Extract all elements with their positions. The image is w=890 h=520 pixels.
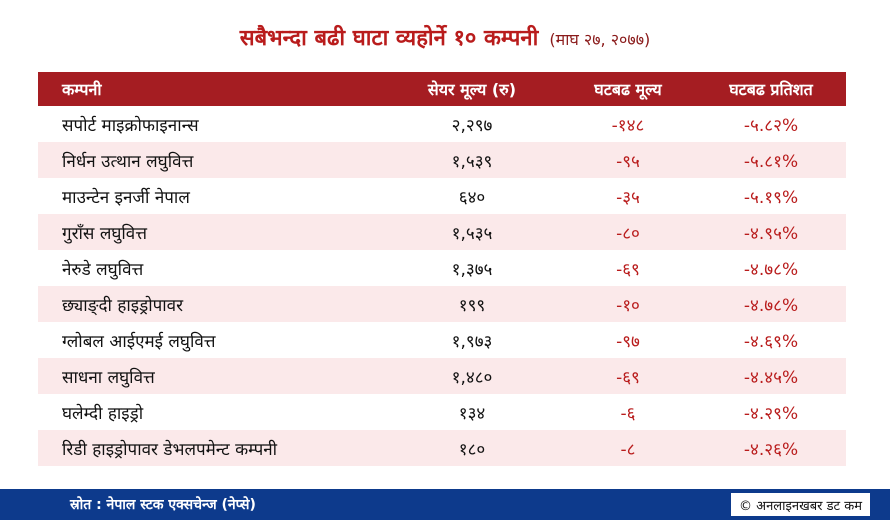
share-price: १,४८०: [451, 367, 493, 388]
company-name: साधना लघुवित्त: [62, 367, 155, 388]
share-price: १,५३९: [451, 151, 493, 172]
price-change: -१०: [616, 295, 640, 316]
table-row: रिडी हाइड्रोपावर डेभलपमेन्ट कम्पनी १८० -…: [38, 430, 846, 466]
header-company: कम्पनी: [62, 80, 102, 99]
share-price: ६४०: [458, 187, 486, 208]
share-price: १३४: [458, 403, 486, 424]
company-name: रिडी हाइड्रोपावर डेभलपमेन्ट कम्पनी: [62, 439, 278, 460]
share-price: २,२९७: [451, 115, 493, 136]
price-change: -३५: [616, 187, 640, 208]
table-row: छ्याङ्दी हाइड्रोपावर १९९ -१० -४.७८%: [38, 286, 846, 322]
header-percent: घटबढ प्रतिशत: [729, 80, 813, 99]
header-change: घटबढ मूल्य: [594, 80, 662, 99]
table-row: घलेम्दी हाइड्रो १३४ -६ -४.२९%: [38, 394, 846, 430]
percent-change: -४.६९%: [743, 331, 799, 352]
percent-change: -४.२९%: [743, 403, 799, 424]
footer-bar: स्रोत : नेपाल स्टक एक्सचेन्ज (नेप्से) © …: [0, 489, 890, 520]
price-change: -६९: [616, 259, 640, 280]
table-row: ग्लोबल आईएमई लघुवित्त १,९७३ -९७ -४.६९%: [38, 322, 846, 358]
table-row: गुराँस लघुवित्त १,५३५ -८० -४.९५%: [38, 214, 846, 250]
table-row: माउन्टेन इनर्जी नेपाल ६४० -३५ -५.१९%: [38, 178, 846, 214]
title-date: (माघ २७, २०७७): [549, 30, 651, 49]
loss-table: कम्पनी सेयर मूल्य (रु) घटबढ मूल्य घटबढ प…: [38, 72, 846, 466]
share-price: १,५३५: [451, 223, 493, 244]
table-row: निर्धन उत्थान लघुवित्त १,५३९ -९५ -५.८१%: [38, 142, 846, 178]
brand-badge: © अनलाइनखबर डट कम: [731, 493, 870, 516]
percent-change: -५.८२%: [743, 115, 799, 136]
page-title: सबैभन्दा बढी घाटा व्यहोर्ने १० कम्पनी (म…: [0, 22, 890, 52]
percent-change: -४.९५%: [743, 223, 799, 244]
share-price: १९९: [458, 295, 486, 316]
table-row: साधना लघुवित्त १,४८० -६९ -४.४५%: [38, 358, 846, 394]
company-name: सपोर्ट माइक्रोफाइनान्स: [62, 115, 199, 136]
source-text: स्रोत : नेपाल स्टक एक्सचेन्ज (नेप्से): [70, 497, 256, 513]
price-change: -८०: [616, 223, 640, 244]
price-change: -८: [620, 439, 636, 460]
percent-change: -४.२६%: [743, 439, 799, 460]
price-change: -६९: [616, 367, 640, 388]
percent-change: -४.४५%: [743, 367, 799, 388]
price-change: -६: [620, 403, 636, 424]
header-price: सेयर मूल्य (रु): [427, 80, 517, 99]
company-name: छ्याङ्दी हाइड्रोपावर: [62, 295, 184, 316]
share-price: १८०: [458, 439, 486, 460]
company-name: घलेम्दी हाइड्रो: [62, 403, 144, 424]
company-name: निर्धन उत्थान लघुवित्त: [62, 151, 194, 172]
percent-change: -४.७८%: [743, 259, 799, 280]
company-name: नेरुडे लघुवित्त: [62, 259, 144, 280]
company-name: ग्लोबल आईएमई लघुवित्त: [62, 331, 216, 352]
share-price: १,३७५: [451, 259, 493, 280]
company-name: माउन्टेन इनर्जी नेपाल: [62, 187, 190, 208]
table-row: सपोर्ट माइक्रोफाइनान्स २,२९७ -१४८ -५.८२%: [38, 106, 846, 142]
percent-change: -५.८१%: [743, 151, 799, 172]
percent-change: -४.७८%: [743, 295, 799, 316]
price-change: -९७: [616, 331, 640, 352]
share-price: १,९७३: [451, 331, 493, 352]
table-header: कम्पनी सेयर मूल्य (रु) घटबढ मूल्य घटबढ प…: [38, 72, 846, 106]
price-change: -१४८: [611, 115, 645, 136]
price-change: -९५: [616, 151, 640, 172]
company-name: गुराँस लघुवित्त: [62, 223, 147, 244]
table-row: नेरुडे लघुवित्त १,३७५ -६९ -४.७८%: [38, 250, 846, 286]
percent-change: -५.१९%: [743, 187, 799, 208]
title-main: सबैभन्दा बढी घाटा व्यहोर्ने १० कम्पनी: [239, 26, 539, 51]
